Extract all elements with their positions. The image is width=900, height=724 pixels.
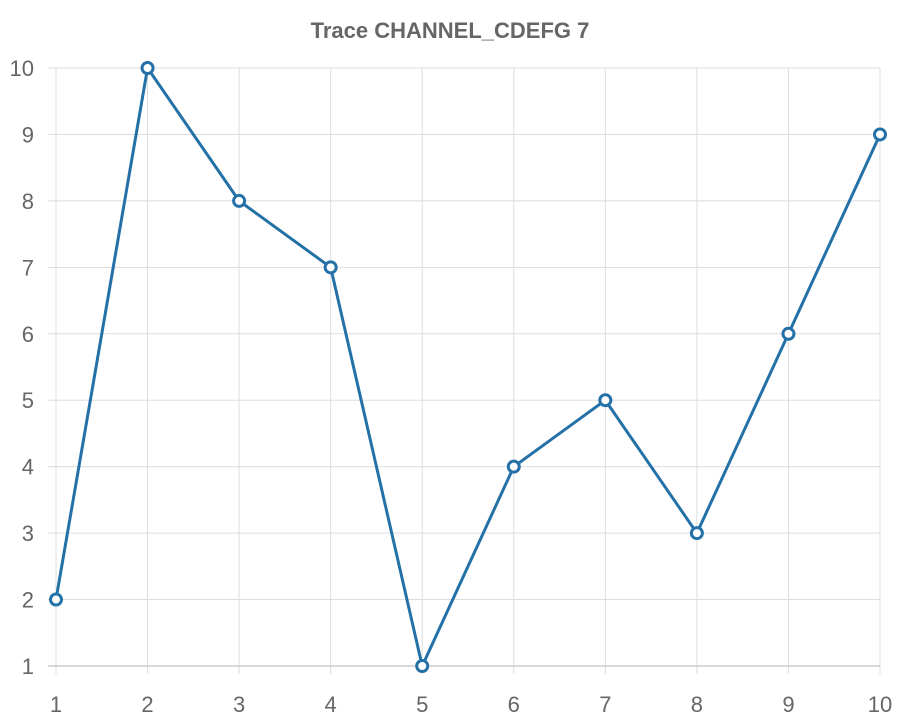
y-tick-label: 3 [22, 521, 34, 546]
data-point[interactable] [873, 127, 887, 142]
data-point[interactable] [49, 592, 63, 607]
x-tick-label: 4 [325, 692, 337, 717]
data-point[interactable] [598, 393, 613, 408]
series-line [54, 66, 882, 668]
data-point[interactable] [506, 459, 521, 474]
x-tick-label: 6 [508, 692, 520, 717]
data-point[interactable] [689, 526, 704, 541]
x-tick-label: 10 [868, 692, 892, 717]
y-tick-label: 5 [22, 388, 34, 413]
x-tick-label: 3 [233, 692, 245, 717]
y-tick-label: 2 [22, 588, 34, 613]
tick-labels: 1 2 3 4 5 6 7 8 9 10 1 2 3 4 5 6 7 8 9 10 [10, 56, 893, 717]
data-point[interactable] [323, 260, 338, 275]
data-point[interactable] [415, 659, 430, 673]
x-tick-label: 1 [50, 692, 62, 717]
series [49, 61, 887, 673]
chart-title: Trace CHANNEL_CDEFG 7 [310, 18, 590, 43]
x-tick-label: 2 [141, 692, 153, 717]
x-tick-label: 7 [599, 692, 611, 717]
grid [48, 67, 881, 674]
y-tick-label: 1 [22, 654, 34, 679]
y-tick-label: 8 [22, 189, 34, 214]
y-tick-label: 6 [22, 322, 34, 347]
data-point[interactable] [232, 193, 247, 208]
data-point[interactable] [781, 326, 796, 341]
y-tick-label: 10 [10, 56, 34, 81]
x-tick-label: 5 [416, 692, 428, 717]
y-tick-label: 4 [22, 455, 34, 480]
data-point[interactable] [140, 61, 155, 75]
x-tick-label: 8 [691, 692, 703, 717]
x-tick-label: 9 [782, 692, 794, 717]
y-tick-label: 7 [22, 255, 34, 280]
y-tick-label: 9 [22, 122, 34, 147]
